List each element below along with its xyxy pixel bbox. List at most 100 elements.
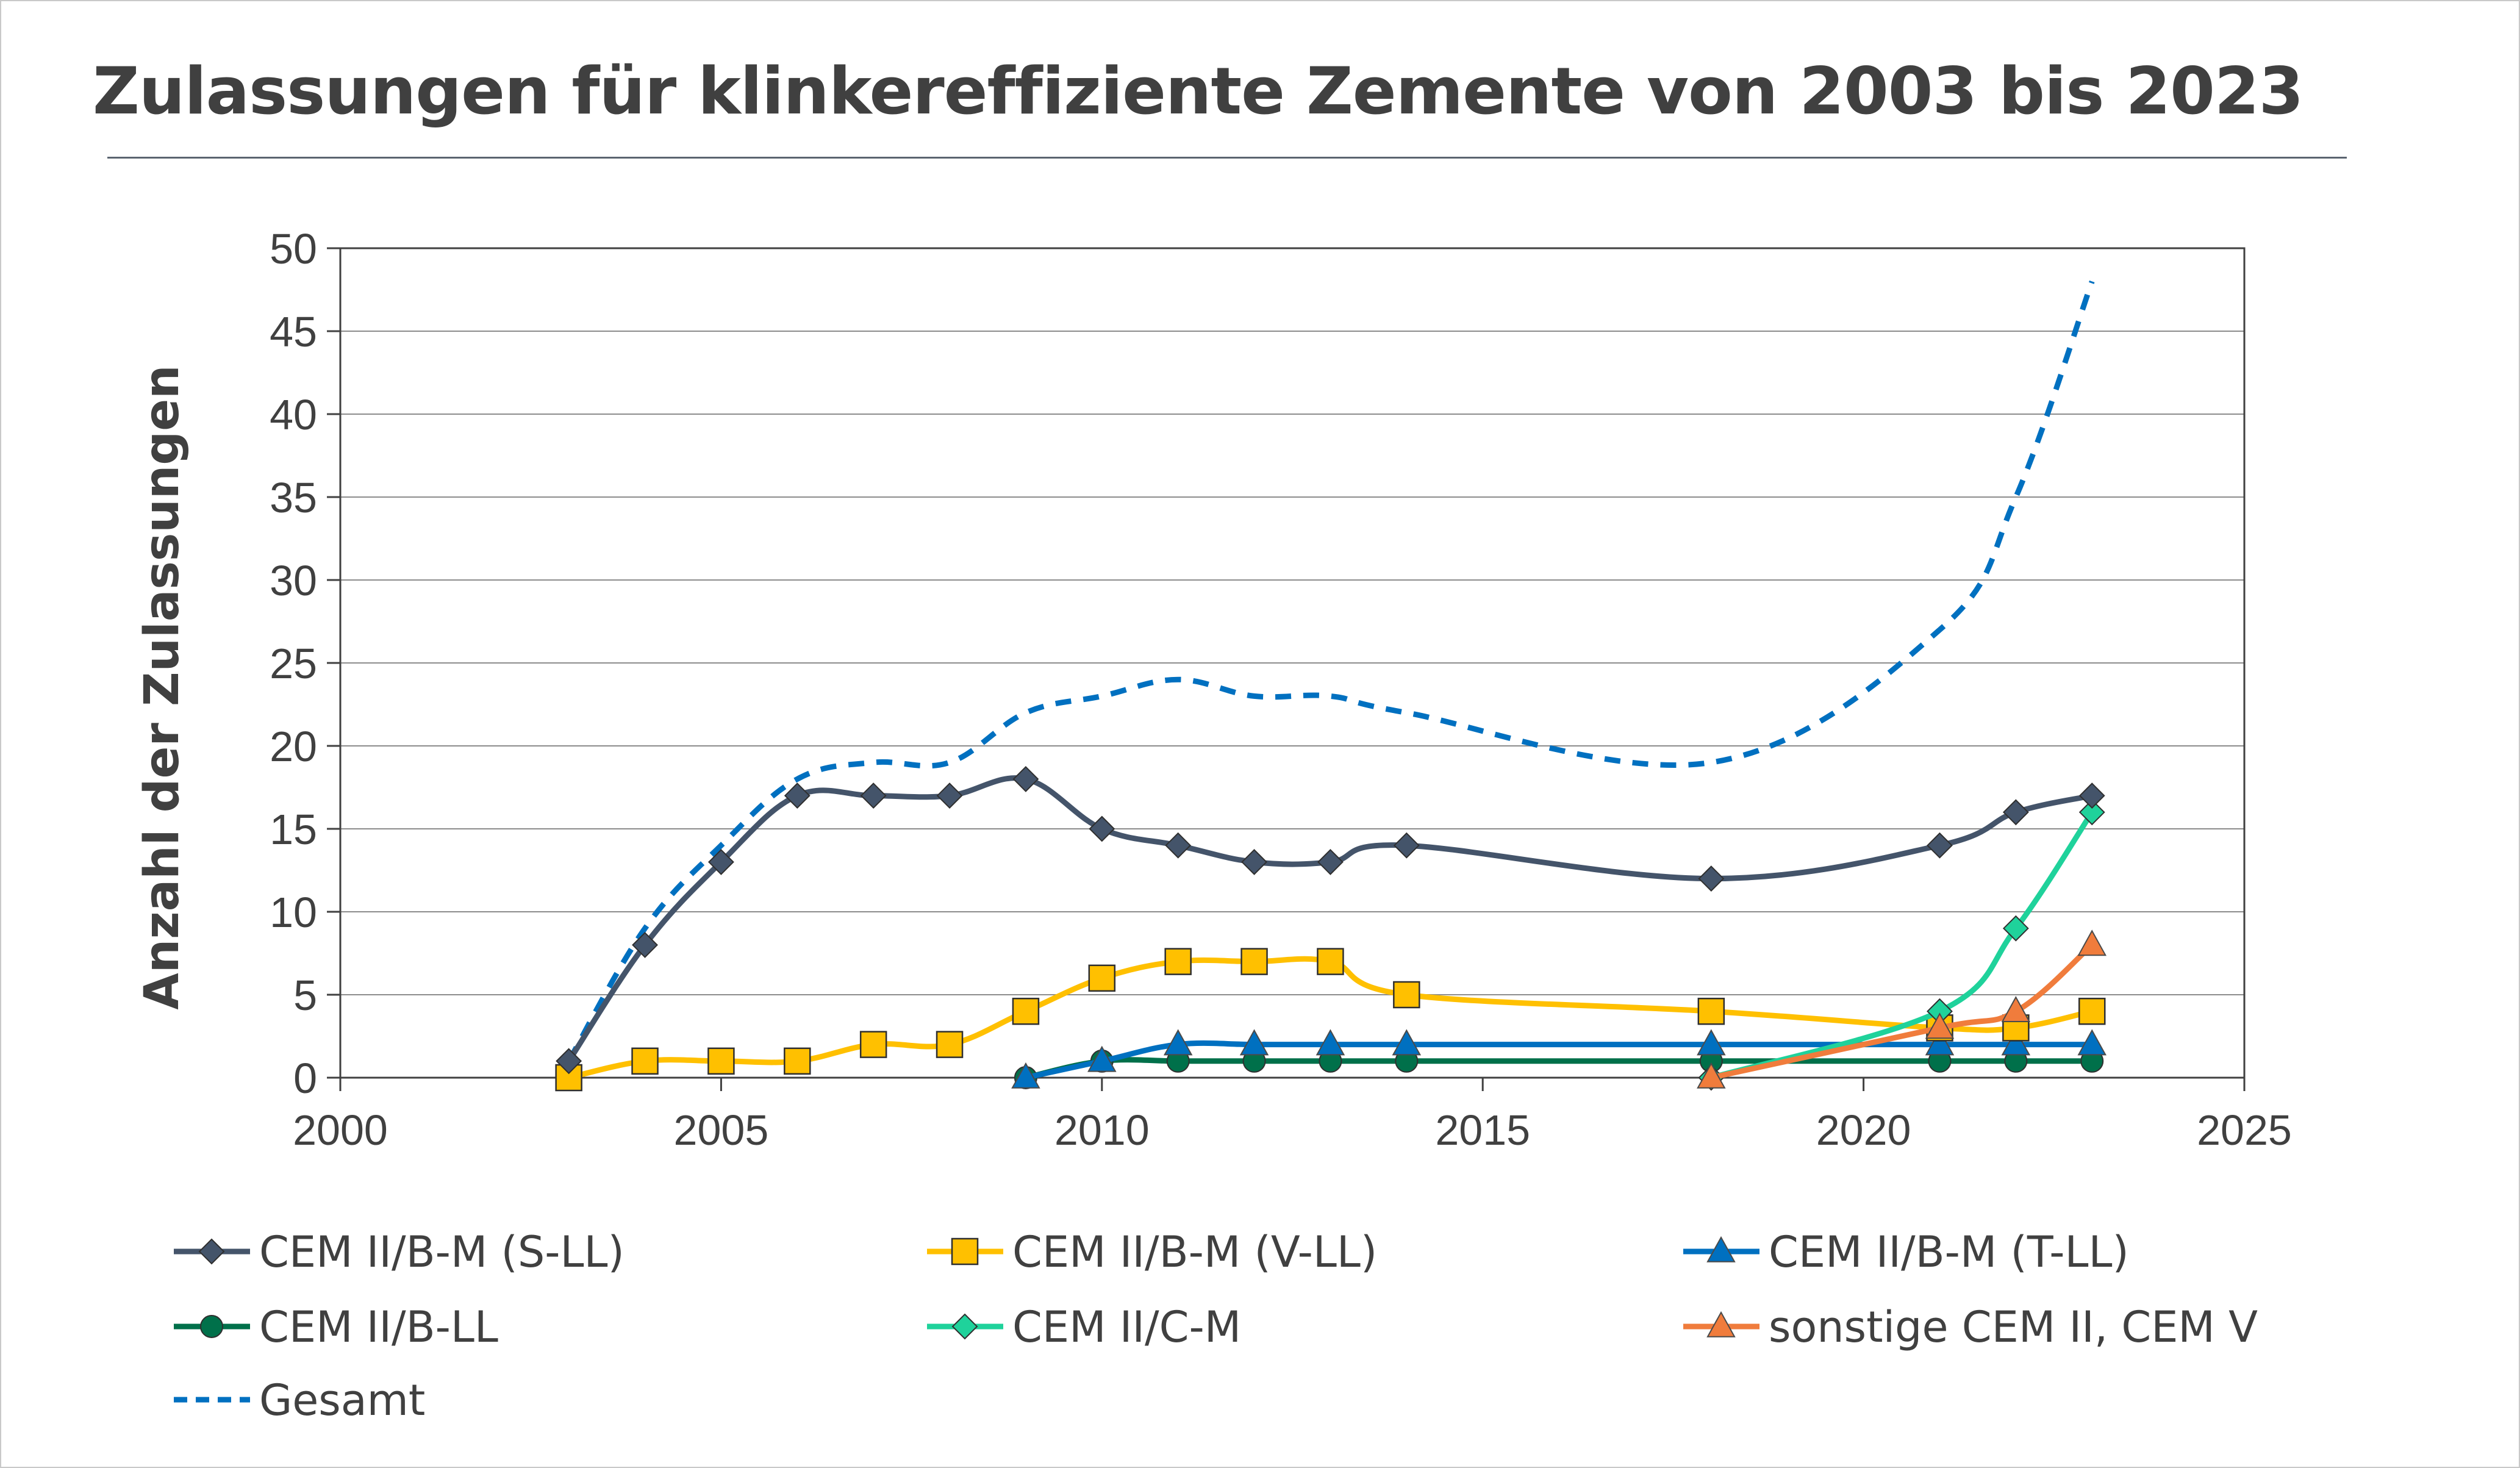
y-tick-label: 15 xyxy=(270,806,317,853)
y-tick-label: 30 xyxy=(270,557,317,604)
data-point xyxy=(1697,997,1725,1025)
series-sonstige-cem-ii-cem-v xyxy=(1697,929,2107,1089)
data-point xyxy=(2002,915,2029,942)
data-point xyxy=(1088,964,1116,992)
data-point xyxy=(1163,1029,1193,1056)
data-point xyxy=(860,782,887,809)
legend-marker xyxy=(198,1238,225,1265)
data-point xyxy=(1087,1045,1117,1072)
x-tick-label: 2000 xyxy=(293,1106,388,1154)
data-point xyxy=(1164,948,1192,975)
data-point xyxy=(1392,1029,1422,1056)
legend-marker xyxy=(951,1313,978,1340)
data-point xyxy=(2077,1029,2107,1056)
legend-marker xyxy=(1706,1236,1736,1262)
y-tick-label: 25 xyxy=(270,640,317,687)
legend-label: CEM II/B-M (S-LL) xyxy=(259,1227,625,1277)
data-point xyxy=(1315,1029,1345,1056)
data-point xyxy=(707,1047,735,1075)
legend-item-cem-ii-b-m-v-ll: CEM II/B-M (V-LL) xyxy=(927,1227,1377,1277)
series-line-gesamt xyxy=(566,280,2095,1063)
legend-marker xyxy=(200,1315,223,1338)
data-point xyxy=(2078,799,2105,826)
legend-label: CEM II/B-LL xyxy=(259,1302,498,1352)
data-point xyxy=(632,931,658,958)
gridlines xyxy=(340,331,2244,995)
series-line-cem-ii-b-m-t-ll xyxy=(1023,1040,2095,1081)
series-cem-ii-b-m-t-ll xyxy=(1011,1029,2107,1089)
data-point xyxy=(2001,996,2031,1022)
legend-label: CEM II/B-M (T-LL) xyxy=(1769,1227,2129,1277)
data-point xyxy=(1011,1062,1040,1089)
data-point xyxy=(1925,1012,1955,1039)
data-point xyxy=(1240,948,1268,975)
data-point xyxy=(2078,997,2106,1025)
data-point xyxy=(1925,1029,1955,1056)
series-line-cem-ii-b-m-v-ll xyxy=(566,956,2095,1081)
y-axis-label: Anzahl der Zulassungen xyxy=(135,365,190,1009)
data-point xyxy=(1012,997,1040,1025)
legend-item-cem-ii-b-ll: CEM II/B-LL xyxy=(174,1302,498,1352)
y-tick-label: 20 xyxy=(270,723,317,770)
x-tick-label: 2005 xyxy=(674,1106,769,1154)
x-tick-label: 2010 xyxy=(1054,1106,1150,1154)
x-tick-label: 2025 xyxy=(2197,1106,2292,1154)
series-cem-ii-b-m-s-ll xyxy=(556,765,2105,1075)
data-point xyxy=(1698,865,1725,892)
data-point xyxy=(556,1048,582,1075)
data-point xyxy=(1697,1029,1726,1056)
data-point xyxy=(1089,815,1115,842)
y-tick-label: 0 xyxy=(293,1054,317,1102)
x-tick-label: 2015 xyxy=(1435,1106,1530,1154)
data-point xyxy=(1317,848,1344,875)
data-point xyxy=(2078,782,2105,809)
series-cem-ii-b-ll xyxy=(1014,1049,2104,1089)
data-point xyxy=(784,782,811,809)
series-gesamt xyxy=(566,280,2095,1063)
y-tick-label: 45 xyxy=(270,308,317,356)
y-tick-label: 50 xyxy=(270,225,317,273)
legend-marker xyxy=(1706,1311,1736,1337)
x-axis-ticks: 2000 2005 2010 2015 2020 2025 xyxy=(293,1078,2292,1154)
series-line-cem-ii-b-m-s-ll xyxy=(566,775,2095,1064)
legend-item-cem-ii-c-m: CEM II/C-M xyxy=(927,1302,1241,1352)
data-point xyxy=(2077,929,2107,956)
data-point xyxy=(859,1031,887,1058)
data-point xyxy=(1241,848,1267,875)
data-point xyxy=(1239,1029,1269,1056)
data-point xyxy=(1012,765,1039,792)
series-line-sonstige-cem-ii-cem-v xyxy=(1708,942,2095,1081)
data-point xyxy=(2002,799,2029,826)
legend-label: CEM II/B-M (V-LL) xyxy=(1012,1227,1377,1277)
legend-label: CEM II/C-M xyxy=(1012,1302,1241,1352)
data-point xyxy=(1317,948,1344,975)
legend-label: sonstige CEM II, CEM V xyxy=(1769,1302,2258,1352)
x-tick-label: 2020 xyxy=(1816,1106,1911,1154)
series-cem-ii-b-m-v-ll xyxy=(555,948,2106,1092)
legend-item-cem-ii-b-m-s-ll: CEM II/B-M (S-LL) xyxy=(174,1227,625,1277)
data-point xyxy=(631,1047,659,1075)
legend-item-gesamt: Gesamt xyxy=(174,1375,425,1425)
data-point xyxy=(936,1031,964,1058)
legend-marker xyxy=(951,1237,979,1266)
title-divider xyxy=(107,157,2347,159)
y-tick-label: 10 xyxy=(270,889,317,936)
data-point xyxy=(1165,832,1192,859)
y-tick-label: 5 xyxy=(293,972,317,1019)
series-layer xyxy=(555,280,2107,1092)
y-tick-label: 40 xyxy=(270,391,317,439)
data-point xyxy=(936,782,963,809)
data-point xyxy=(2001,1029,2031,1056)
legend: CEM II/B-M (S-LL) CEM II/B-M (V-LL) CEM II… xyxy=(174,1227,2258,1425)
y-tick-label: 35 xyxy=(270,474,317,521)
data-point xyxy=(1927,832,1953,859)
y-axis-ticks: 0 5 10 15 20 25 30 35 40 45 50 xyxy=(270,225,340,1102)
data-point xyxy=(1697,1062,1726,1089)
series-line-cem-ii-c-m xyxy=(1708,809,2095,1081)
legend-item-sonstige-cem-ii-cem-v: sonstige CEM II, CEM V xyxy=(1683,1302,2258,1352)
legend-label: Gesamt xyxy=(259,1375,425,1425)
data-point xyxy=(784,1047,811,1075)
data-point xyxy=(1393,981,1420,1009)
